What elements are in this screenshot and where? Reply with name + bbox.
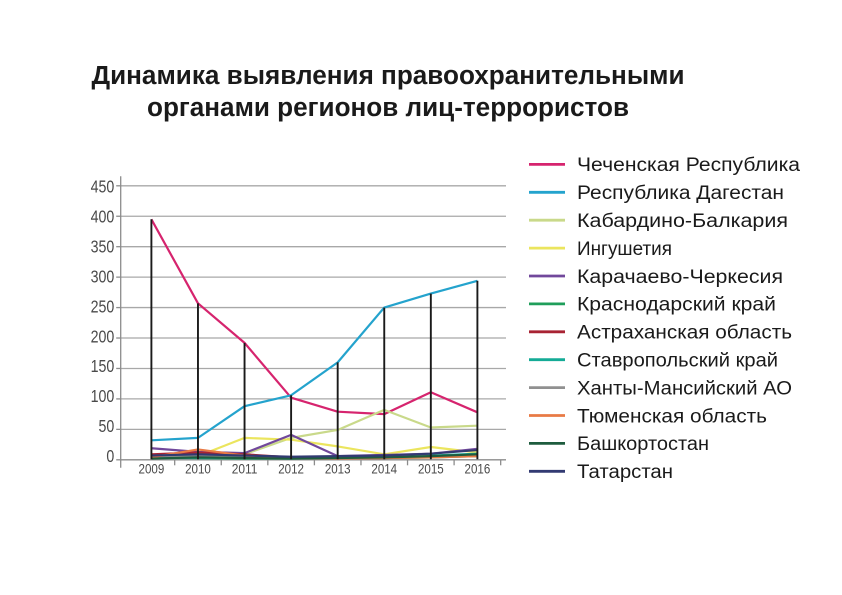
svg-text:250: 250 — [91, 296, 115, 316]
svg-text:200: 200 — [91, 326, 115, 346]
svg-text:2012: 2012 — [278, 462, 304, 478]
svg-text:2016: 2016 — [465, 462, 491, 478]
svg-text:Тюменская область: Тюменская область — [577, 406, 767, 427]
svg-text:Татарстан: Татарстан — [577, 462, 673, 483]
svg-text:2013: 2013 — [325, 462, 351, 478]
svg-text:450: 450 — [91, 177, 115, 197]
svg-text:350: 350 — [91, 236, 115, 256]
svg-text:0: 0 — [106, 446, 114, 466]
svg-text:2010: 2010 — [185, 462, 211, 478]
svg-text:Кабардино-Балкария: Кабардино-Балкария — [577, 211, 788, 232]
svg-text:50: 50 — [99, 416, 115, 436]
svg-text:2011: 2011 — [232, 462, 258, 478]
svg-text:Башкортостан: Башкортостан — [577, 434, 709, 455]
svg-text:Ханты-Мансийский АО: Ханты-Мансийский АО — [577, 378, 792, 399]
svg-text:Динамика выявления правоохрани: Динамика выявления правоохранительными — [92, 62, 685, 90]
svg-text:Краснодарский край: Краснодарский край — [577, 295, 776, 316]
svg-text:300: 300 — [91, 266, 115, 286]
svg-text:400: 400 — [91, 206, 115, 226]
svg-text:Карачаево-Черкесия: Карачаево-Черкесия — [577, 267, 783, 288]
svg-text:2009: 2009 — [139, 462, 165, 478]
svg-text:Чеченская Республика: Чеченская Республика — [577, 155, 800, 176]
svg-text:Республика Дагестан: Республика Дагестан — [577, 183, 784, 204]
svg-text:2014: 2014 — [371, 462, 397, 478]
svg-text:150: 150 — [91, 356, 115, 376]
svg-text:100: 100 — [91, 386, 115, 406]
svg-text:Астраханская область: Астраханская область — [577, 323, 792, 344]
svg-text:2015: 2015 — [418, 462, 444, 478]
svg-text:органами регионов лиц-террорис: органами регионов лиц-террористов — [147, 94, 629, 122]
svg-text:Ингушетия: Ингушетия — [577, 239, 672, 260]
svg-text:Ставропольский край: Ставропольский край — [577, 351, 778, 372]
